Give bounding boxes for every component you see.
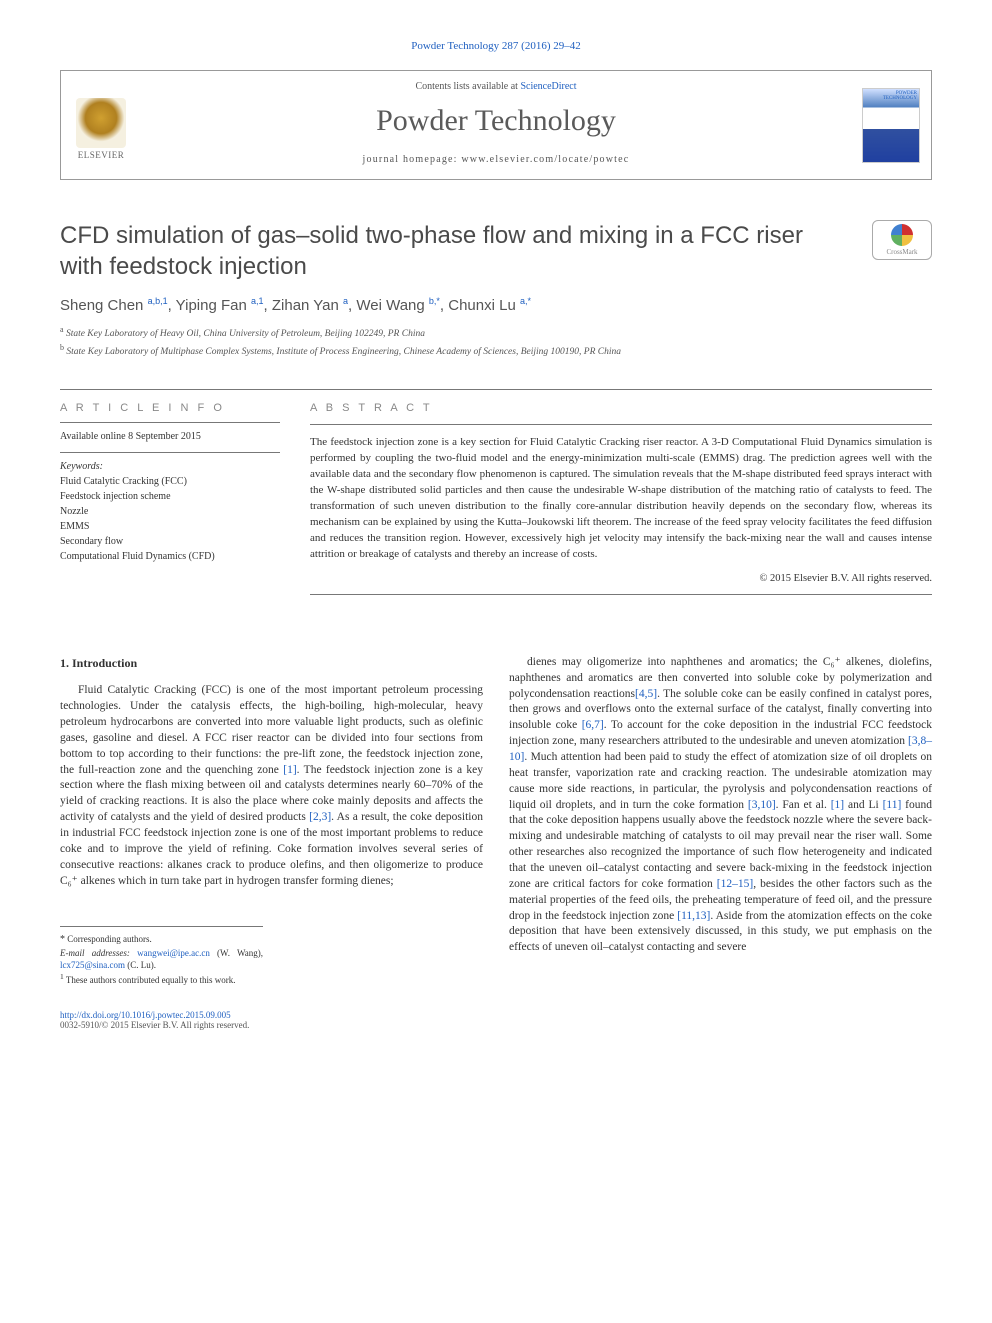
affiliation-b: b State Key Laboratory of Multiphase Com… bbox=[60, 342, 932, 359]
email-link-2[interactable]: lcx725@sina.com bbox=[60, 960, 125, 970]
abstract-text: The feedstock injection zone is a key se… bbox=[310, 424, 932, 563]
affiliations: a State Key Laboratory of Heavy Oil, Chi… bbox=[60, 324, 932, 359]
keyword-item: Nozzle bbox=[60, 504, 280, 519]
abstract-block: A B S T R A C T The feedstock injection … bbox=[310, 390, 932, 595]
elsevier-logo[interactable]: ELSEVIER bbox=[61, 71, 141, 179]
journal-homepage-line: journal homepage: www.elsevier.com/locat… bbox=[161, 154, 831, 165]
section-number: 1. bbox=[60, 656, 69, 670]
keyword-item: Computational Fluid Dynamics (CFD) bbox=[60, 549, 280, 564]
email-name-2: (C. Lu). bbox=[127, 960, 156, 970]
page-footer: http://dx.doi.org/10.1016/j.powtec.2015.… bbox=[60, 1010, 932, 1030]
crossmark-icon bbox=[891, 224, 913, 246]
contents-available-line: Contents lists available at ScienceDirec… bbox=[161, 81, 831, 92]
journal-name: Powder Technology bbox=[161, 104, 831, 138]
copyright-line: © 2015 Elsevier B.V. All rights reserved… bbox=[310, 573, 932, 595]
affiliation-b-text: State Key Laboratory of Multiphase Compl… bbox=[66, 347, 621, 357]
contents-prefix: Contents lists available at bbox=[415, 81, 520, 92]
doi-link[interactable]: http://dx.doi.org/10.1016/j.powtec.2015.… bbox=[60, 1010, 231, 1020]
cover-label: POWDER TECHNOLOGY bbox=[865, 91, 917, 101]
body-columns: 1. Introduction Fluid Catalytic Cracking… bbox=[60, 655, 932, 987]
journal-cover-thumb[interactable]: POWDER TECHNOLOGY bbox=[851, 71, 931, 179]
body-column-right: dienes may oligomerize into naphthenes a… bbox=[509, 655, 932, 987]
homepage-prefix: journal homepage: bbox=[363, 154, 462, 165]
emails-label: E-mail addresses: bbox=[60, 948, 130, 958]
note1-text: These authors contributed equally to thi… bbox=[66, 975, 236, 985]
keyword-item: Feedstock injection scheme bbox=[60, 489, 280, 504]
email-name-1: (W. Wang), bbox=[217, 948, 263, 958]
keyword-item: Secondary flow bbox=[60, 534, 280, 549]
header-center: Contents lists available at ScienceDirec… bbox=[141, 71, 851, 179]
elsevier-tree-icon bbox=[76, 98, 126, 148]
email-link-1[interactable]: wangwei@ipe.ac.cn bbox=[137, 948, 210, 958]
journal-header-box: ELSEVIER Contents lists available at Sci… bbox=[60, 70, 932, 180]
keywords-list: Fluid Catalytic Cracking (FCC) Feedstock… bbox=[60, 474, 280, 564]
available-online: Available online 8 September 2015 bbox=[60, 431, 280, 442]
article-title: CFD simulation of gas–solid two-phase fl… bbox=[60, 220, 852, 282]
section-1-title: 1. Introduction bbox=[60, 655, 483, 672]
cover-image: POWDER TECHNOLOGY bbox=[862, 88, 920, 163]
email-line: E-mail addresses: wangwei@ipe.ac.cn (W. … bbox=[60, 947, 263, 972]
crossmark-label: CrossMark bbox=[886, 248, 917, 256]
affiliation-a-text: State Key Laboratory of Heavy Oil, China… bbox=[66, 330, 425, 340]
keyword-item: EMMS bbox=[60, 519, 280, 534]
section-title-text: Introduction bbox=[72, 656, 137, 670]
footnotes: * Corresponding authors. E-mail addresse… bbox=[60, 926, 263, 987]
affiliation-a: a State Key Laboratory of Heavy Oil, Chi… bbox=[60, 324, 932, 341]
keyword-item: Fluid Catalytic Cracking (FCC) bbox=[60, 474, 280, 489]
sciencedirect-link[interactable]: ScienceDirect bbox=[520, 81, 576, 92]
body-paragraph: dienes may oligomerize into naphthenes a… bbox=[509, 655, 932, 956]
abstract-head: A B S T R A C T bbox=[310, 402, 932, 414]
article-info-head: A R T I C L E I N F O bbox=[60, 402, 280, 414]
issn-copyright: 0032-5910/© 2015 Elsevier B.V. All right… bbox=[60, 1020, 932, 1030]
crossmark-badge[interactable]: CrossMark bbox=[872, 220, 932, 260]
corresponding-text: Corresponding authors. bbox=[67, 934, 152, 944]
elsevier-label: ELSEVIER bbox=[78, 150, 125, 160]
equal-contribution-note: 1 These authors contributed equally to t… bbox=[60, 972, 263, 987]
homepage-url[interactable]: www.elsevier.com/locate/powtec bbox=[461, 154, 629, 165]
body-column-left: 1. Introduction Fluid Catalytic Cracking… bbox=[60, 655, 483, 987]
corresponding-author-note: * Corresponding authors. bbox=[60, 933, 263, 947]
keywords-label: Keywords: bbox=[60, 461, 280, 472]
authors-line: Sheng Chen a,b,1, Yiping Fan a,1, Zihan … bbox=[60, 296, 932, 314]
body-paragraph: Fluid Catalytic Cracking (FCC) is one of… bbox=[60, 683, 483, 889]
article-info-block: A R T I C L E I N F O Available online 8… bbox=[60, 390, 280, 595]
journal-reference[interactable]: Powder Technology 287 (2016) 29–42 bbox=[60, 40, 932, 52]
